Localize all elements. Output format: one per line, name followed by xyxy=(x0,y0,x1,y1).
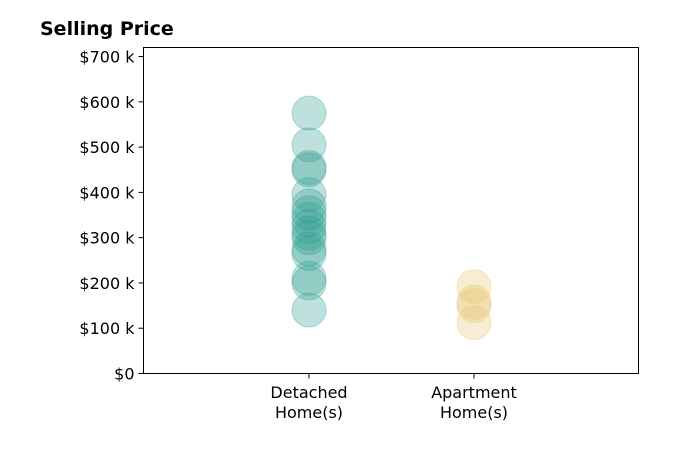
x-category-label: Detached Home(s) xyxy=(270,383,347,422)
y-tick-label: $500 k xyxy=(79,138,135,157)
y-axis: $0 $100 k $200 k $300 k $400 k $500 k $600 k $7… xyxy=(79,48,144,384)
data-point xyxy=(291,152,327,188)
y-tick-label: $0 xyxy=(114,365,134,384)
data-point xyxy=(291,195,327,231)
y-tick-label: $300 k xyxy=(79,229,135,248)
data-point xyxy=(291,292,327,328)
data-point xyxy=(456,305,492,341)
data-point xyxy=(291,260,327,296)
data-point xyxy=(291,202,327,238)
data-point xyxy=(291,231,327,267)
data-point xyxy=(291,236,327,272)
y-tick-label: $700 k xyxy=(79,48,135,67)
data-point xyxy=(291,149,327,185)
y-tick-label: $400 k xyxy=(79,183,135,202)
data-point xyxy=(291,208,327,244)
data-point xyxy=(291,265,327,301)
data-point xyxy=(456,269,492,305)
y-tick-label: $100 k xyxy=(79,319,135,338)
x-axis: Detached Home(s) Apartment Home(s) xyxy=(270,373,517,422)
data-point xyxy=(291,220,327,256)
data-point xyxy=(291,188,327,224)
y-tick-label: $600 k xyxy=(79,93,135,112)
data-point xyxy=(291,177,327,213)
data-point xyxy=(456,288,492,324)
y-tick-label: $200 k xyxy=(79,274,135,293)
data-point xyxy=(291,127,327,163)
chart-title: Selling Price xyxy=(40,18,174,40)
data-point xyxy=(456,284,492,320)
x-category-label: Apartment Home(s) xyxy=(431,383,517,422)
data-point xyxy=(291,95,327,131)
points-layer xyxy=(291,95,492,341)
plot-frame xyxy=(143,47,639,374)
data-point xyxy=(291,215,327,251)
